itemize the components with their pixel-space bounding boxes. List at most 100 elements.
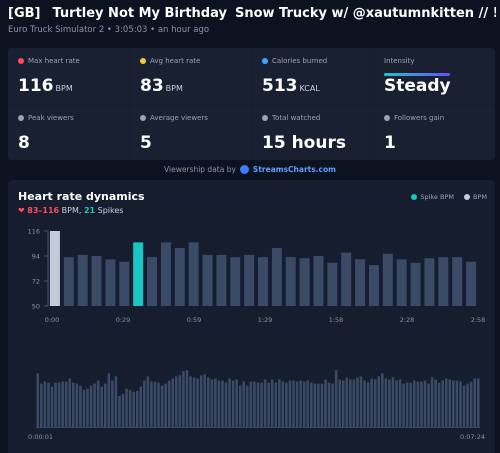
stat-value: 513 KCAL	[262, 76, 363, 96]
timeline-bar	[345, 377, 349, 427]
timeline-bar	[288, 380, 292, 427]
heart-rate-bar	[410, 262, 421, 306]
timeline-bar	[267, 382, 270, 427]
timeline-bar	[182, 371, 185, 427]
trend-icon	[18, 115, 24, 121]
stat-value: 83 BPM	[140, 76, 241, 96]
heart-rate-bar	[174, 248, 185, 306]
stat-label: Average viewers	[140, 113, 241, 123]
heart-rate-bar	[91, 256, 102, 306]
timeline-bar	[444, 378, 448, 427]
stat-card: Peak viewers 8	[8, 105, 129, 160]
heart-rate-bar	[424, 258, 435, 306]
heart-rate-bar-max	[49, 231, 60, 306]
timeline-bar	[47, 382, 50, 427]
stat-value-text: 15 hours	[262, 133, 346, 153]
heart-icon	[140, 58, 146, 64]
x-tick-label: 0:29	[116, 316, 131, 324]
heart-rate-bar	[230, 257, 241, 306]
timeline-bar	[114, 376, 118, 427]
timeline-bar	[306, 380, 310, 427]
timeline-bar	[185, 370, 189, 427]
timeline-bar	[143, 380, 146, 427]
stat-value-text: 513	[262, 76, 298, 96]
stream-header: [GB] Turtley Not My Birthday Snow Trucky…	[8, 4, 496, 36]
timeline-bar	[473, 378, 476, 427]
stat-value: 8	[18, 133, 119, 153]
bpm-range-unit: BPM,	[61, 206, 82, 215]
timeline-bar	[427, 383, 430, 427]
timeline-bar	[64, 381, 68, 427]
timeline-bar	[313, 383, 317, 427]
timeline-bar	[50, 386, 54, 427]
stat-value: 1	[384, 133, 485, 153]
timeline-bar	[249, 381, 253, 427]
timeline-bar	[256, 382, 260, 427]
timeline-bar	[270, 379, 274, 427]
timeline-bar	[416, 381, 420, 427]
timeline-bar	[203, 374, 206, 427]
legend-item-spike[interactable]: Spike BPM	[411, 193, 454, 201]
timeline-bar	[192, 377, 196, 427]
x-tick-label: 0:59	[187, 316, 202, 324]
heart-rate-bar	[382, 253, 393, 306]
stat-label-text: Followers gain	[394, 114, 445, 122]
timeline-bar	[281, 381, 285, 427]
x-tick-label: 2:58	[471, 316, 486, 324]
timeline-bar	[402, 383, 405, 427]
timeline-bar	[423, 380, 427, 427]
timeline-bar	[125, 388, 128, 427]
heart-rate-bar	[160, 242, 171, 306]
legend-item-bpm[interactable]: BPM	[464, 193, 487, 201]
timeline-bar	[206, 377, 210, 427]
timeline-bar	[139, 386, 143, 427]
stat-label: Intensity	[384, 56, 485, 66]
timeline-bar	[295, 381, 299, 427]
timeline-bar	[434, 379, 437, 427]
stat-label-text: Max heart rate	[28, 57, 80, 65]
timeline-bar	[121, 393, 125, 427]
stat-label-text: Peak viewers	[28, 114, 74, 122]
timeline-bar	[363, 380, 366, 427]
stat-unit: KCAL	[299, 84, 320, 93]
timeline-bar	[352, 379, 356, 427]
timeline-bar	[36, 373, 40, 427]
heart-rate-bar	[341, 252, 352, 306]
stat-card: Avg heart rate 83 BPM	[130, 48, 251, 104]
streamscharts-link[interactable]: StreamsCharts.com	[252, 164, 336, 174]
stat-value: 15 hours	[262, 133, 363, 153]
y-tick-label: 72	[32, 278, 40, 286]
heart-rate-bar	[105, 259, 116, 306]
intensity-meter	[384, 73, 450, 76]
timeline-bar	[466, 383, 469, 427]
stream-title[interactable]: [GB] Turtley Not My Birthday Snow Trucky…	[8, 4, 496, 23]
spikes-count: 21	[83, 206, 96, 215]
timeline-bar	[398, 379, 402, 427]
timeline-bar	[171, 378, 175, 427]
stat-card: Average viewers 5	[130, 105, 251, 160]
user-plus-icon	[384, 115, 390, 121]
heart-rate-bar	[188, 242, 199, 306]
timeline-bar	[437, 382, 441, 427]
timeline-bar	[231, 380, 235, 427]
timeline-bar	[253, 381, 256, 427]
timeline-bar	[413, 380, 416, 427]
timeline-bar	[107, 373, 111, 427]
timeline-bar	[199, 375, 203, 427]
timeline-bar	[189, 376, 192, 427]
heart-rate-bar	[396, 259, 407, 306]
timeline-bar	[405, 382, 409, 427]
timeline-bar	[146, 376, 150, 427]
heart-rate-bar	[202, 254, 213, 306]
legend-dot-spike	[411, 194, 418, 200]
stat-value: 116 BPM	[18, 76, 119, 96]
chart-legend: Spike BPM BPM	[411, 193, 487, 201]
heart-rate-bar	[299, 258, 310, 306]
heart-rate-summary: ❤ 83–116 BPM, 21 Spikes	[18, 206, 123, 215]
heart-rate-bar	[313, 256, 324, 306]
heart-rate-bar	[147, 257, 158, 306]
stat-card: Total watched 15 hours	[252, 105, 373, 160]
region-tag: [GB]	[8, 6, 41, 21]
heart-rate-bar-spike	[133, 242, 144, 306]
timeline-bar	[86, 388, 89, 427]
